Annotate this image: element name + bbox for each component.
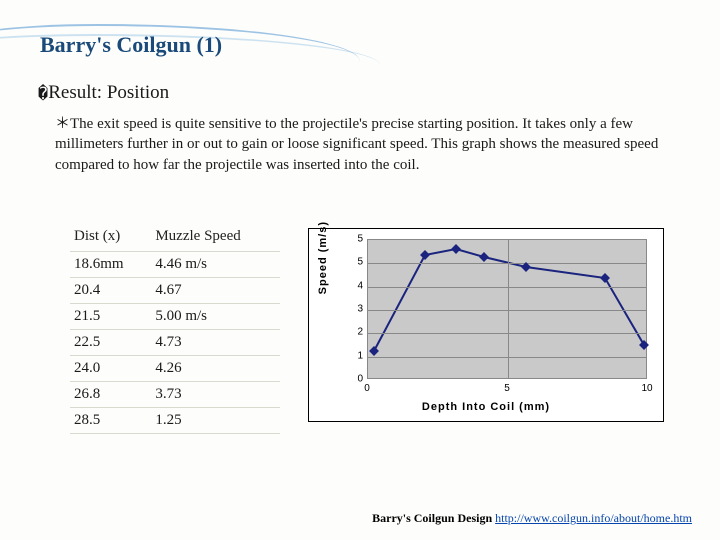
x-tick: 5 — [504, 383, 510, 394]
col-header-speed: Muzzle Speed — [151, 222, 280, 252]
cell-speed: 4.73 — [151, 330, 280, 356]
table-row: 21.55.00 m/s — [70, 304, 280, 330]
footer-link[interactable]: http://www.coilgun.info/about/home.htm — [495, 511, 692, 525]
data-table: Dist (x) Muzzle Speed 18.6mm4.46 m/s 20.… — [70, 222, 280, 434]
chart: Speed (m/s) Depth Into Coil (mm) 0123455… — [308, 228, 664, 422]
table-row: 24.04.26 — [70, 356, 280, 382]
cell-speed: 4.67 — [151, 278, 280, 304]
cell-speed: 4.26 — [151, 356, 280, 382]
star-glyph: ＊ — [55, 116, 70, 132]
y-tick: 3 — [353, 304, 363, 315]
section-heading-text: Result: Position — [48, 82, 169, 103]
body-paragraph: ＊The exit speed is quite sensitive to th… — [55, 114, 680, 175]
body-text: The exit speed is quite sensitive to the… — [55, 116, 658, 173]
table-row: 20.44.67 — [70, 278, 280, 304]
y-tick: 2 — [353, 327, 363, 338]
col-header-dist: Dist (x) — [70, 222, 151, 252]
table-row: 26.83.73 — [70, 382, 280, 408]
cell-speed: 5.00 m/s — [151, 304, 280, 330]
cell-dist: 22.5 — [70, 330, 151, 356]
x-tick: 10 — [641, 383, 652, 394]
table-row: 28.51.25 — [70, 408, 280, 434]
y-tick: 0 — [353, 374, 363, 385]
x-tick: 0 — [364, 383, 370, 394]
footer-label: Barry's Coilgun Design — [372, 511, 495, 525]
section-heading: �Result: Position — [38, 82, 169, 105]
table-row: 22.54.73 — [70, 330, 280, 356]
y-tick: 5 — [353, 234, 363, 245]
y-tick: 5 — [353, 257, 363, 268]
bullet-glyph: � — [38, 86, 48, 105]
table-row: 18.6mm4.46 m/s — [70, 252, 280, 278]
cell-dist: 26.8 — [70, 382, 151, 408]
cell-speed: 3.73 — [151, 382, 280, 408]
cell-dist: 24.0 — [70, 356, 151, 382]
y-axis-label: Speed (m/s) — [317, 221, 329, 294]
footer: Barry's Coilgun Design http://www.coilgu… — [372, 511, 692, 526]
y-tick: 1 — [353, 351, 363, 362]
cell-speed: 4.46 m/s — [151, 252, 280, 278]
plot-area — [367, 239, 647, 379]
x-axis-label: Depth Into Coil (mm) — [309, 401, 663, 413]
page-title: Barry's Coilgun (1) — [40, 32, 222, 58]
cell-dist: 28.5 — [70, 408, 151, 434]
cell-dist: 20.4 — [70, 278, 151, 304]
cell-speed: 1.25 — [151, 408, 280, 434]
cell-dist: 18.6mm — [70, 252, 151, 278]
series-line — [374, 249, 644, 351]
y-tick: 4 — [353, 281, 363, 292]
cell-dist: 21.5 — [70, 304, 151, 330]
